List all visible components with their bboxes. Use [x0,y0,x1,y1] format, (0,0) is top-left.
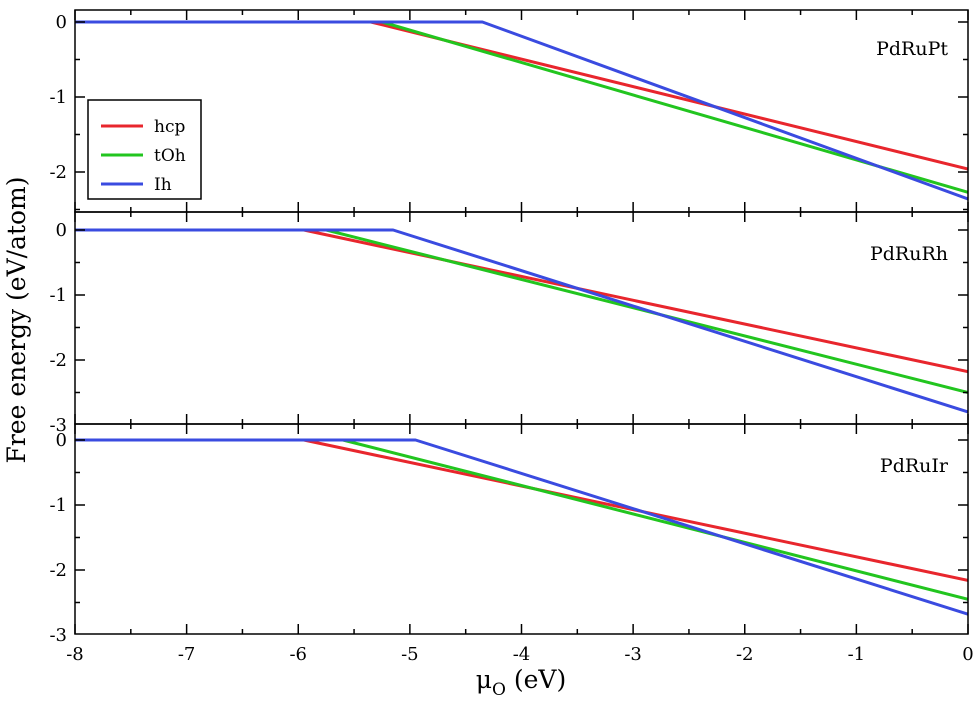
y-tick-label: 0 [56,12,67,33]
y-tick-label: -1 [49,285,67,306]
series-line-ih-pdruir [75,438,968,616]
x-axis-title-unit: (eV) [506,665,566,694]
y-tick-label: -3 [49,415,67,436]
x-tick-label: -8 [66,644,84,665]
panel-label: PdRuPt [876,38,948,60]
x-axis-title: μO (eV) [476,665,567,700]
y-axis-title: Free energy (eV/atom) [2,176,31,463]
legend-label-ih: Ih [154,175,172,195]
x-tick-label: -7 [178,644,196,665]
y-tick-label: -2 [49,560,67,581]
series-line-toh-pdruir [75,438,968,601]
y-tick-label: -2 [49,162,67,183]
series-line-hcp-pdruir [75,438,968,582]
legend-label-hcp: hcp [154,117,185,137]
series-line-ih-pdrurh [75,228,968,414]
legend: hcp tOh Ih [87,99,202,200]
panel-label: PdRuRh [870,243,948,265]
y-tick-label: -1 [49,495,67,516]
panel-pdrupt: 0 -1 -2 PdRuPt [49,9,969,213]
panel-frame [74,423,969,635]
panel-pdrurh: 0 -1 -2 -3 PdRuRh [49,211,969,436]
x-tick-label: -1 [848,644,866,665]
y-tick-label: -3 [49,625,67,646]
panel-frame [74,211,969,425]
series-line-ih-pdrupt [75,20,968,201]
panel-label: PdRuIr [880,455,949,477]
x-tick-label: -3 [624,644,642,665]
series-line-toh-pdrupt [75,20,968,194]
series-line-hcp-pdrurh [75,228,968,374]
series-line-hcp-pdrupt [75,20,968,171]
panel-pdruir: 0 -1 -2 -3 PdRuIr [49,423,969,646]
y-tick-label: 0 [56,220,67,241]
x-tick-label: -6 [289,644,307,665]
x-tick-label: 0 [962,644,973,665]
y-tick-label: 0 [56,430,67,451]
y-tick-label: -2 [49,350,67,371]
panel-frame [74,9,969,213]
legend-label-toh: tOh [154,146,186,166]
x-tick-label: -5 [401,644,419,665]
x-axis-title-mu: μ [476,665,492,694]
x-tick-label: -4 [513,644,531,665]
x-axis-title-subscript: O [492,680,506,700]
x-tick-label: -2 [736,644,754,665]
y-tick-label: -1 [49,87,67,108]
